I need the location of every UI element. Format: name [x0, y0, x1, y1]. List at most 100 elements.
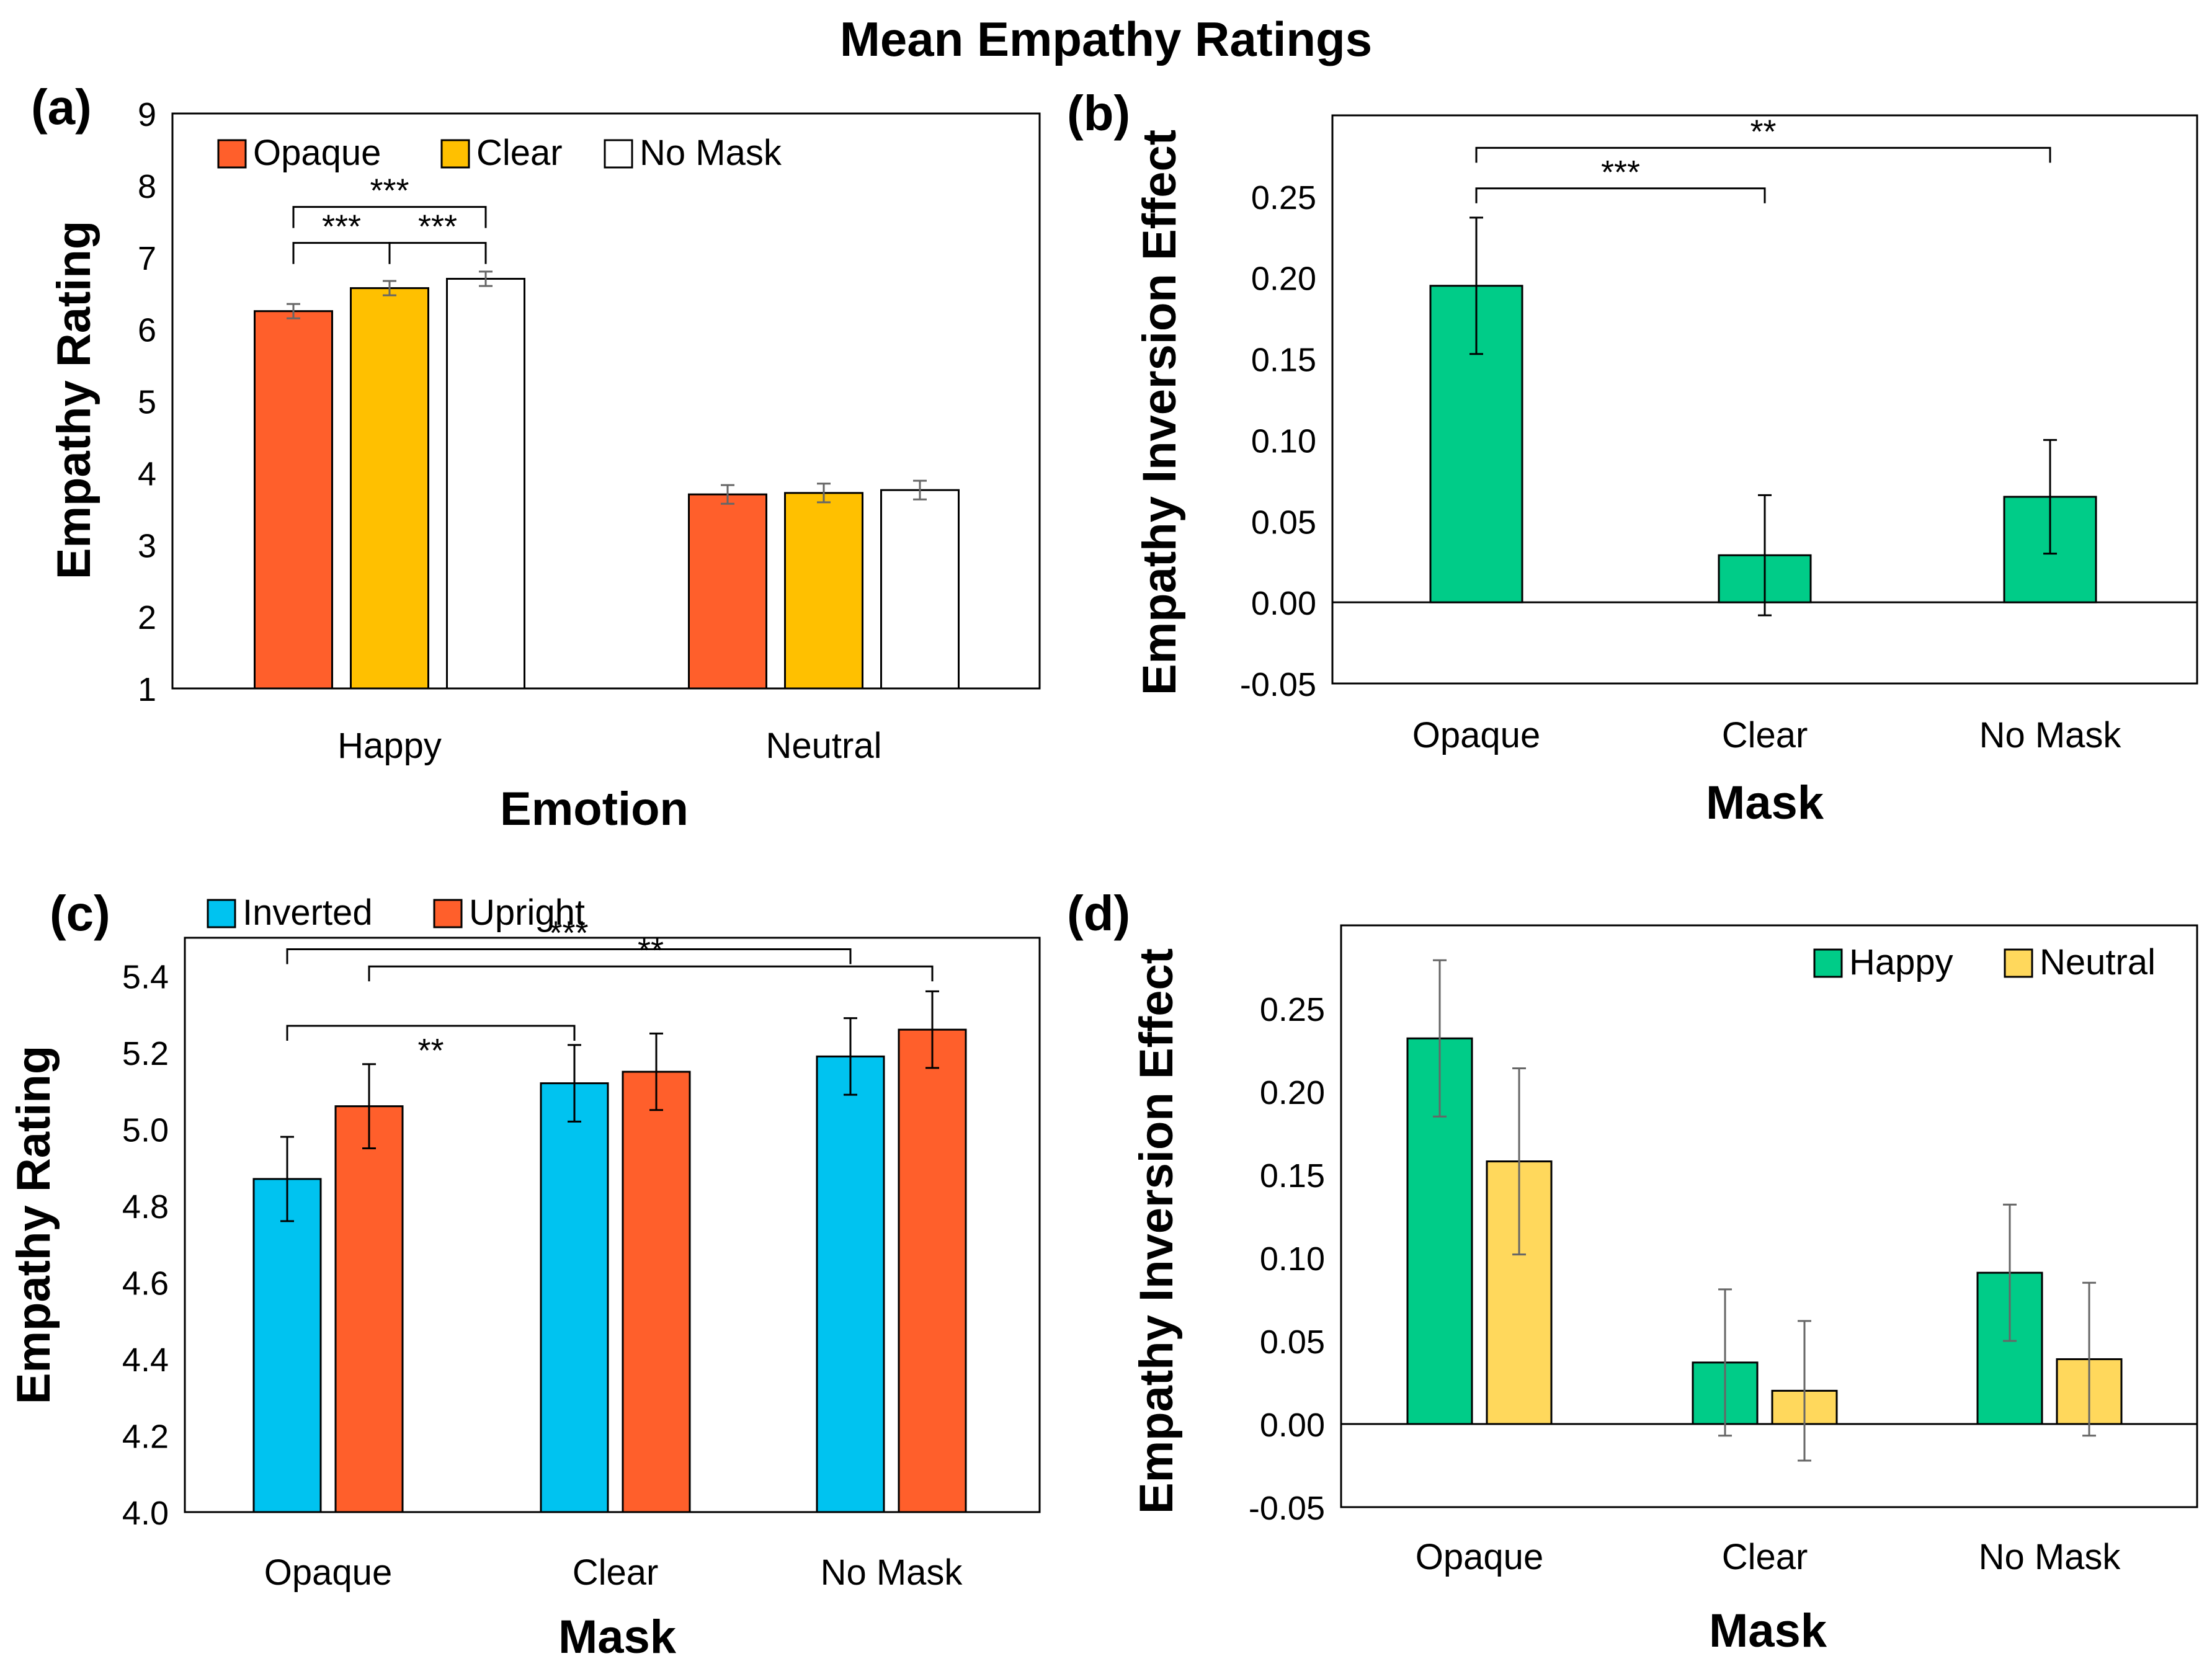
x-tick-label: No Mask: [821, 1552, 963, 1593]
y-tick-label: 7: [138, 240, 156, 277]
x-axis-title: Mask: [1709, 1604, 1827, 1657]
significance-label: ***: [549, 915, 588, 952]
y-tick-label: 0.20: [1260, 1074, 1325, 1111]
bar: [898, 1028, 967, 1513]
y-tick-label: 0.25: [1260, 991, 1325, 1028]
y-tick-label: 0.00: [1251, 585, 1316, 622]
panel-label: (a): [31, 79, 92, 135]
y-tick-label: 0.00: [1260, 1407, 1325, 1444]
y-tick-label: 8: [138, 168, 156, 205]
legend-label: No Mask: [640, 133, 782, 173]
y-tick-label: 4.4: [122, 1342, 169, 1379]
significance-bracket: [292, 242, 391, 264]
y-tick-label: 5.4: [122, 959, 169, 996]
y-tick-label: 0.15: [1251, 342, 1316, 379]
y-axis-title: Empathy Inversion Effect: [1133, 130, 1186, 695]
bar: [784, 492, 863, 690]
y-tick-label: 4.2: [122, 1418, 169, 1456]
y-tick-label: 4: [138, 455, 156, 492]
y-tick-label: 0.10: [1251, 422, 1316, 460]
figure-title: Mean Empathy Ratings: [839, 12, 1373, 66]
significance-label: ***: [418, 208, 457, 246]
significance-bracket: [286, 1025, 576, 1041]
bar: [1976, 1271, 2043, 1425]
x-tick-label: Happy: [337, 726, 442, 766]
legend-swatch: [207, 899, 236, 928]
legend-label: Upright: [469, 892, 585, 933]
legend-label: Clear: [476, 133, 563, 173]
y-tick-label: 0.05: [1251, 504, 1316, 541]
plot-area-b: [1331, 114, 2198, 685]
significance-label: ***: [370, 172, 409, 210]
y-tick-label: 0.05: [1260, 1324, 1325, 1361]
y-tick-label: 5.0: [122, 1112, 169, 1149]
legend-label: Inverted: [243, 892, 373, 933]
significance-label: ***: [1601, 154, 1640, 191]
significance-bracket: [1475, 187, 1766, 203]
y-tick-label: 5: [138, 384, 156, 421]
panel-label: (d): [1067, 886, 1130, 941]
significance-label: ***: [322, 208, 361, 246]
chart-b-group: -0.05 0.00 0.05 0.10 0.15 0.20 0.25 Opaque Clear…: [1067, 86, 2198, 829]
chart-d-group: -0.05 0.00 0.05 0.10 0.15 0.20 0.25 Opaque Clear…: [1067, 886, 2198, 1657]
bar: [688, 493, 767, 690]
y-tick-label: 3: [138, 527, 156, 564]
y-tick-label: 0.15: [1260, 1157, 1325, 1195]
significance-label: **: [417, 1032, 444, 1069]
bar: [446, 278, 525, 690]
x-axis-title: Mask: [558, 1611, 677, 1663]
x-tick-label: Opaque: [1412, 715, 1540, 755]
legend-swatch: [440, 139, 470, 169]
legend-swatch: [2004, 948, 2033, 978]
x-tick-label: No Mask: [1979, 1537, 2121, 1577]
x-tick-label: Clear: [573, 1552, 659, 1593]
chart-c-group: 4.0 4.2 4.4 4.6 4.8 5.0 5.2 5.4 Opaque Clear No Ma…: [7, 886, 1041, 1663]
legend-swatch: [604, 139, 633, 169]
x-axis-title: Emotion: [500, 783, 689, 835]
y-tick-label: 5.2: [122, 1035, 169, 1072]
legend-swatch: [217, 139, 247, 169]
y-tick-label: 0.20: [1251, 260, 1316, 298]
bar: [350, 287, 429, 690]
plot-area-d: [1340, 924, 2198, 1508]
legend-label: Neutral: [2040, 942, 2156, 982]
plot-area-a: [171, 112, 1041, 690]
legend-label: Opaque: [253, 133, 381, 173]
x-tick-label: Opaque: [264, 1552, 392, 1593]
x-tick-label: Neutral: [766, 726, 882, 766]
legend-label: Happy: [1849, 942, 1953, 982]
y-tick-label: 4.8: [122, 1188, 169, 1226]
x-tick-label: Clear: [1722, 715, 1808, 755]
y-tick-label: 1: [138, 671, 156, 708]
bar: [254, 310, 333, 690]
y-axis-title: Empathy Rating: [48, 221, 100, 580]
y-tick-label: 6: [138, 312, 156, 349]
panel-label: (c): [50, 886, 110, 941]
significance-label: **: [1750, 113, 1776, 150]
y-axis-title: Empathy Inversion Effect: [1130, 948, 1183, 1514]
legend-swatch: [433, 899, 463, 928]
bar: [252, 1178, 322, 1513]
x-tick-label: Clear: [1722, 1537, 1808, 1577]
y-tick-label: 4.6: [122, 1265, 169, 1302]
legend-swatch: [1813, 948, 1843, 978]
significance-bracket: [286, 948, 852, 964]
bar: [816, 1055, 885, 1513]
x-tick-label: Opaque: [1416, 1537, 1543, 1577]
y-tick-label: 0.25: [1251, 179, 1316, 216]
bar: [540, 1082, 609, 1513]
y-tick-label: -0.05: [1240, 666, 1316, 703]
x-tick-label: No Mask: [1979, 715, 2122, 755]
bar: [622, 1070, 691, 1513]
y-tick-label: -0.05: [1249, 1490, 1325, 1527]
significance-label: **: [638, 932, 664, 969]
x-axis-title: Mask: [1706, 777, 1824, 829]
y-tick-label: 0.10: [1260, 1240, 1325, 1278]
significance-bracket: [388, 242, 487, 264]
y-tick-label: 2: [138, 599, 156, 636]
panel-label: (b): [1067, 86, 1130, 141]
y-tick-label: 9: [138, 96, 156, 133]
